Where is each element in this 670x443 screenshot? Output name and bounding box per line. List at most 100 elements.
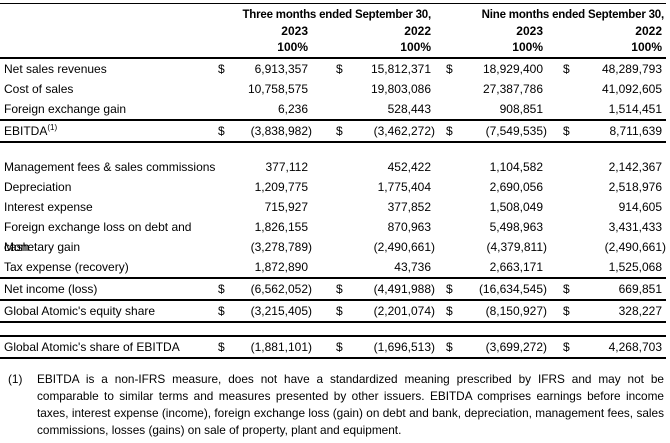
cell-value: 2,663,171 bbox=[489, 260, 543, 274]
cell-value: 3,431,433 bbox=[608, 220, 662, 234]
period-header-three-months: Three months ended September 30, bbox=[242, 9, 431, 21]
header-spacer bbox=[0, 39, 218, 55]
currency-symbol: $ bbox=[336, 124, 343, 138]
row-monetary-gain: Monetary gain (3,278,789) (2,490,661) (4… bbox=[0, 237, 666, 257]
row-label: Foreign exchange gain bbox=[4, 102, 127, 116]
currency-symbol: $ bbox=[336, 62, 343, 76]
row-label: Monetary gain bbox=[4, 240, 81, 254]
row-label: Cost of sales bbox=[4, 82, 74, 96]
currency-symbol: $ bbox=[446, 62, 453, 76]
header-spacer bbox=[0, 7, 218, 23]
currency-symbol: $ bbox=[218, 62, 225, 76]
row-label: Global Atomic's equity share bbox=[4, 304, 156, 318]
cell-value: 1,508,049 bbox=[489, 200, 543, 214]
currency-symbol: $ bbox=[336, 304, 343, 318]
row-depreciation: Depreciation 1,209,775 1,775,404 2,690,0… bbox=[0, 177, 666, 197]
row-interest-expense: Interest expense 715,927 377,852 1,508,0… bbox=[0, 197, 666, 217]
percent-header: 100% bbox=[512, 40, 543, 54]
cell-value: 5,498,963 bbox=[489, 220, 543, 234]
row-net-sales-revenues: Net sales revenues $6,913,357 $15,812,37… bbox=[0, 59, 666, 79]
cell-value: (16,634,545) bbox=[478, 282, 547, 296]
cell-value: 452,422 bbox=[387, 160, 431, 174]
year-header: 2023 bbox=[516, 24, 543, 38]
cell-value: 1,872,890 bbox=[254, 260, 308, 274]
cell-value: 908,851 bbox=[499, 102, 543, 116]
cell-value: (1,881,101) bbox=[250, 340, 312, 354]
financial-summary-table: Three months ended September 30, Nine mo… bbox=[0, 3, 666, 359]
row-label: Net income (loss) bbox=[4, 282, 98, 296]
cell-value: 528,443 bbox=[387, 102, 431, 116]
cell-value: 1,775,404 bbox=[377, 180, 431, 194]
row-ebitda: EBITDA(1) $ (3,838,982) $ (3,462,272) $ (7,… bbox=[0, 119, 666, 143]
cell-value: (3,215,405) bbox=[250, 304, 312, 318]
percent-header: 100% bbox=[400, 40, 431, 54]
cell-value: (2,201,074) bbox=[373, 304, 435, 318]
row-management-fees: Management fees & sales commissions 377,… bbox=[0, 157, 666, 177]
currency-symbol: $ bbox=[446, 304, 453, 318]
row-tax-expense: Tax expense (recovery) 1,872,890 43,736 … bbox=[0, 257, 666, 277]
cell-value: (3,278,789) bbox=[250, 240, 312, 254]
cell-value: (3,699,272) bbox=[485, 340, 547, 354]
cell-value: 10,758,575 bbox=[247, 82, 308, 96]
cell-value: 6,913,357 bbox=[254, 62, 308, 76]
currency-symbol: $ bbox=[218, 124, 225, 138]
cell-value: 377,112 bbox=[265, 160, 309, 174]
row-share-of-ebitda: Global Atomic's share of EBITDA $ (1,881,… bbox=[0, 335, 666, 359]
cell-value: (3,838,982) bbox=[250, 124, 312, 138]
footnote-text: EBITDA is a non-IFRS measure, does not h… bbox=[37, 372, 664, 437]
currency-symbol: $ bbox=[446, 340, 453, 354]
cell-value: (6,562,052) bbox=[250, 282, 312, 296]
currency-symbol: $ bbox=[218, 304, 225, 318]
currency-symbol: $ bbox=[563, 304, 570, 318]
row-label: Tax expense (recovery) bbox=[4, 260, 129, 274]
currency-symbol: $ bbox=[446, 124, 453, 138]
cell-value: (7,549,535) bbox=[485, 124, 547, 138]
row-label: Depreciation bbox=[4, 180, 72, 194]
table-header: Three months ended September 30, Nine mo… bbox=[0, 4, 666, 59]
row-label: Foreign exchange loss on debt and cash bbox=[4, 220, 192, 254]
currency-symbol: $ bbox=[563, 340, 570, 354]
row-cost-of-sales: Cost of sales 10,758,575 19,803,086 27,3… bbox=[0, 79, 666, 99]
cell-value: 2,142,367 bbox=[608, 160, 662, 174]
cell-value: 669,851 bbox=[618, 282, 662, 296]
cell-value: 4,268,703 bbox=[608, 340, 662, 354]
cell-value: 18,929,400 bbox=[482, 62, 543, 76]
currency-symbol: $ bbox=[563, 282, 570, 296]
row-net-income-loss: Net income (loss) $ (6,562,052) $ (4,491,9… bbox=[0, 277, 666, 301]
cell-value: 870,963 bbox=[387, 220, 431, 234]
cell-value: (1,696,513) bbox=[373, 340, 435, 354]
cell-value: 43,736 bbox=[394, 260, 431, 274]
cell-value: 1,826,155 bbox=[254, 220, 308, 234]
row-foreign-exchange-gain: Foreign exchange gain 6,236 528,443 908,… bbox=[0, 99, 666, 119]
row-label: Net sales revenues bbox=[4, 62, 107, 76]
cell-value: 6,236 bbox=[277, 102, 308, 116]
cell-value: 41,092,605 bbox=[601, 82, 662, 96]
cell-value: 377,852 bbox=[387, 200, 431, 214]
row-label: Global Atomic's share of EBITDA bbox=[4, 340, 180, 354]
cell-value: (3,462,272) bbox=[373, 124, 435, 138]
year-header: 2022 bbox=[404, 24, 431, 38]
footnote: (1) EBITDA is a non-IFRS measure, does n… bbox=[0, 371, 666, 439]
row-equity-share: Global Atomic's equity share $ (3,215,405… bbox=[0, 301, 666, 323]
year-header: 2023 bbox=[281, 24, 308, 38]
row-label: EBITDA(1) bbox=[4, 123, 58, 139]
currency-symbol: $ bbox=[336, 282, 343, 296]
footnote-marker: (1) bbox=[8, 372, 23, 386]
currency-symbol: $ bbox=[563, 62, 570, 76]
row-fx-loss-debt-cash: Foreign exchange loss on debt and cash 1… bbox=[0, 217, 666, 254]
cell-value: 1,514,451 bbox=[608, 102, 662, 116]
cell-value: 2,690,056 bbox=[489, 180, 543, 194]
cell-value: (4,491,988) bbox=[373, 282, 435, 296]
currency-symbol: $ bbox=[446, 282, 453, 296]
cell-value: 27,387,786 bbox=[482, 82, 543, 96]
cell-value: 15,812,371 bbox=[370, 62, 431, 76]
cell-value: (2,490,661) bbox=[604, 240, 666, 254]
cell-value: 1,525,068 bbox=[608, 260, 662, 274]
cell-value: 715,927 bbox=[264, 200, 308, 214]
period-header-nine-months: Nine months ended September 30, bbox=[481, 9, 665, 21]
percent-header: 100% bbox=[631, 40, 662, 54]
header-spacer bbox=[0, 23, 218, 39]
row-label: Management fees & sales commissions bbox=[4, 160, 216, 174]
row-label: Interest expense bbox=[4, 200, 93, 214]
currency-symbol: $ bbox=[563, 124, 570, 138]
